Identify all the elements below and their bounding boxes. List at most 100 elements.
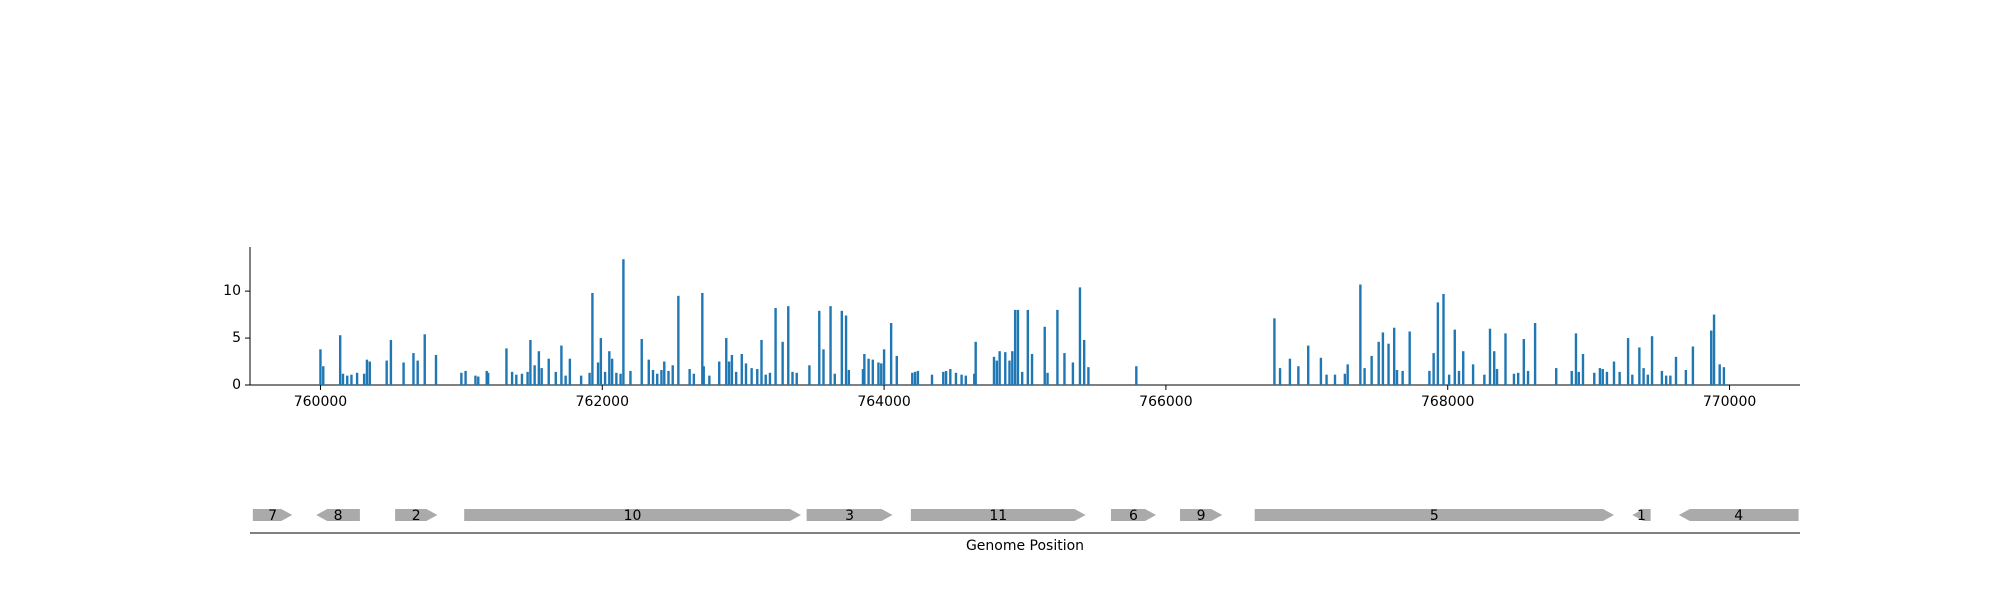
- bar: [1483, 374, 1486, 385]
- bar: [615, 372, 618, 385]
- bar: [434, 354, 438, 385]
- bar: [1555, 368, 1558, 385]
- bar: [973, 373, 976, 385]
- gene-label: 5: [1430, 508, 1439, 524]
- bar: [564, 375, 567, 385]
- bar: [474, 375, 477, 385]
- gene-label: 11: [989, 508, 1007, 524]
- bar: [995, 360, 999, 385]
- bar: [1387, 343, 1390, 385]
- gene: [1254, 509, 1614, 521]
- bar: [389, 339, 393, 385]
- bar: [822, 349, 825, 385]
- bar: [1436, 302, 1440, 385]
- bar: [529, 339, 532, 385]
- bar: [1722, 367, 1726, 385]
- bar: [651, 369, 655, 385]
- bar: [1056, 309, 1059, 385]
- bar: [322, 366, 325, 385]
- bar: [1691, 346, 1695, 385]
- y-tick-label: 5: [232, 330, 241, 346]
- bar: [520, 373, 524, 385]
- bar: [942, 371, 945, 385]
- bar: [844, 315, 848, 385]
- x-tick-label: 766000: [1139, 394, 1192, 410]
- x-tick-label: 764000: [857, 394, 910, 410]
- bar: [701, 293, 704, 385]
- bar: [671, 365, 674, 385]
- bar: [1343, 373, 1347, 385]
- bar: [554, 371, 557, 385]
- gene-label: 10: [624, 508, 642, 524]
- bar: [1504, 333, 1507, 385]
- bar: [1598, 368, 1602, 385]
- bar: [1718, 364, 1721, 385]
- bar: [1674, 356, 1678, 385]
- bar: [882, 349, 886, 385]
- bar: [1026, 309, 1030, 385]
- bar: [1401, 370, 1404, 385]
- bar: [808, 365, 811, 385]
- gene: [910, 509, 1086, 521]
- bar: [818, 310, 821, 385]
- bar: [341, 373, 345, 385]
- bar: [1381, 332, 1385, 385]
- bar: [1016, 309, 1020, 385]
- bar: [656, 373, 659, 385]
- gene-label: 4: [1734, 508, 1743, 524]
- bar: [1043, 326, 1046, 385]
- bar: [416, 360, 419, 385]
- bar: [1577, 371, 1580, 385]
- bar: [1660, 370, 1664, 385]
- bar: [1082, 339, 1086, 385]
- bar: [725, 338, 728, 385]
- bar: [1307, 345, 1310, 385]
- bar: [1063, 353, 1066, 385]
- bar: [960, 374, 963, 385]
- bar: [608, 351, 611, 385]
- bar: [1078, 287, 1082, 385]
- bar: [1408, 331, 1411, 385]
- bar: [1377, 341, 1380, 385]
- bar: [622, 259, 625, 385]
- bar: [362, 373, 366, 385]
- bar: [992, 356, 996, 385]
- bar: [795, 372, 798, 385]
- bar: [402, 362, 405, 385]
- bar: [1333, 374, 1337, 385]
- bar: [629, 370, 632, 385]
- bar: [974, 341, 977, 385]
- bar: [1020, 371, 1024, 385]
- bar: [692, 373, 696, 385]
- bar: [833, 373, 836, 385]
- bar: [916, 370, 920, 385]
- gene-label: 7: [268, 508, 277, 524]
- bar: [1087, 367, 1090, 385]
- bar: [603, 371, 607, 385]
- bar: [1288, 358, 1292, 385]
- bar: [1574, 333, 1578, 385]
- bar: [1297, 366, 1300, 385]
- bar: [510, 371, 514, 385]
- bar: [718, 361, 721, 385]
- bar: [588, 372, 591, 385]
- bar: [781, 341, 784, 385]
- bar: [791, 371, 794, 385]
- bar: [889, 323, 893, 385]
- gene-label: 3: [845, 508, 854, 524]
- bar: [1533, 323, 1537, 385]
- bar: [871, 359, 875, 385]
- x-tick-label: 762000: [576, 394, 629, 410]
- bar: [1325, 374, 1328, 385]
- gene: [1180, 509, 1223, 521]
- bar: [840, 310, 844, 385]
- gene: [1678, 509, 1799, 521]
- bar: [911, 372, 914, 385]
- gene: [1632, 509, 1651, 521]
- bar: [355, 372, 359, 385]
- bar: [547, 358, 550, 385]
- bar: [647, 359, 650, 385]
- bar: [944, 370, 948, 385]
- bar: [1008, 360, 1011, 385]
